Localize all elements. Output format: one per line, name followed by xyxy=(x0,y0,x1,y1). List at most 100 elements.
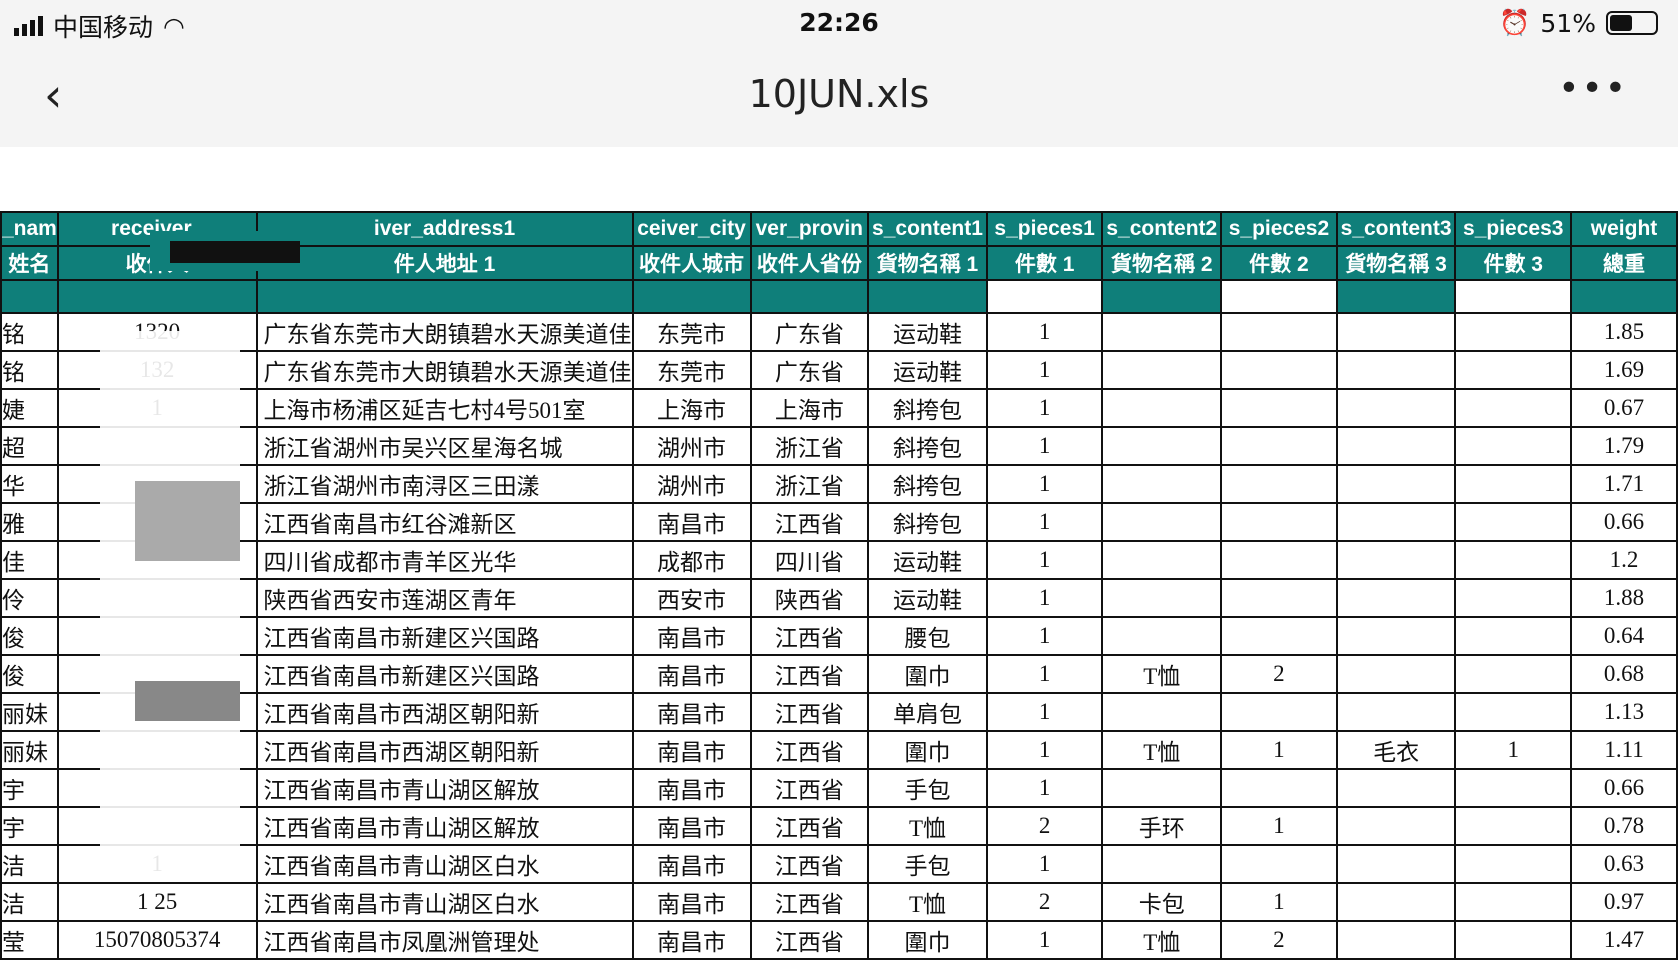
cell[interactable]: 俊 xyxy=(0,616,59,656)
cell[interactable] xyxy=(1101,464,1223,504)
cell[interactable]: 上海市杨浦区延吉七村4号501室 xyxy=(255,388,634,428)
cell[interactable]: 斜挎包 xyxy=(867,388,988,428)
cell[interactable] xyxy=(749,279,870,314)
cell[interactable]: 伶 xyxy=(0,578,59,618)
cell[interactable]: 南昌市 xyxy=(631,806,752,846)
cell[interactable]: 江西省 xyxy=(749,502,870,542)
cell[interactable]: 洁 xyxy=(0,882,59,922)
cell[interactable]: 1 xyxy=(1220,806,1338,846)
chevron-left-icon[interactable]: ‹ xyxy=(44,68,63,122)
cell[interactable]: 浙江省湖州市吴兴区星海名城 xyxy=(255,426,634,466)
cell[interactable]: 1 xyxy=(985,540,1104,580)
cell[interactable]: 0.66 xyxy=(1570,502,1678,542)
cell[interactable]: 1.47 xyxy=(1570,920,1678,960)
cell[interactable]: 手包 xyxy=(867,844,988,884)
cell[interactable] xyxy=(1220,426,1338,466)
cell[interactable]: iver_address1 xyxy=(255,211,634,247)
cell[interactable] xyxy=(1101,502,1223,542)
cell[interactable]: 四川省成都市青羊区光华 xyxy=(255,540,634,580)
cell[interactable] xyxy=(1101,768,1223,808)
cell[interactable]: 运动鞋 xyxy=(867,350,988,390)
cell[interactable] xyxy=(1335,312,1457,352)
cell[interactable]: 南昌市 xyxy=(631,768,752,808)
cell[interactable] xyxy=(1101,388,1223,428)
cell[interactable] xyxy=(1454,540,1573,580)
cell[interactable]: 收件人省份 xyxy=(749,245,870,281)
cell[interactable] xyxy=(1335,540,1457,580)
cell[interactable]: 陕西省 xyxy=(749,578,870,618)
cell[interactable]: 陕西省西安市莲湖区青年 xyxy=(255,578,634,618)
cell[interactable] xyxy=(1220,350,1338,390)
cell[interactable] xyxy=(1335,768,1457,808)
cell[interactable]: 0.68 xyxy=(1570,654,1678,694)
cell[interactable]: 2 xyxy=(985,882,1104,922)
cell[interactable]: 收件人城市 xyxy=(631,245,752,281)
cell[interactable]: 圍巾 xyxy=(867,920,988,960)
cell[interactable] xyxy=(1335,578,1457,618)
cell[interactable]: 總重 xyxy=(1570,245,1678,281)
cell[interactable] xyxy=(1220,768,1338,808)
cell[interactable]: 运动鞋 xyxy=(867,312,988,352)
cell[interactable]: 手包 xyxy=(867,768,988,808)
cell[interactable]: 东莞市 xyxy=(631,350,752,390)
cell[interactable]: 华 xyxy=(0,464,59,504)
cell[interactable]: 1 xyxy=(985,426,1104,466)
cell[interactable]: 上海市 xyxy=(749,388,870,428)
cell[interactable]: 运动鞋 xyxy=(867,578,988,618)
cell[interactable]: 1 xyxy=(1220,882,1338,922)
cell[interactable]: 西安市 xyxy=(631,578,752,618)
cell[interactable]: 姓名 xyxy=(0,245,59,281)
cell[interactable] xyxy=(1101,426,1223,466)
cell[interactable] xyxy=(1335,692,1457,732)
cell[interactable] xyxy=(1454,654,1573,694)
cell[interactable]: 毛衣 xyxy=(1335,730,1457,770)
cell[interactable]: 腰包 xyxy=(867,616,988,656)
cell[interactable]: 1 xyxy=(985,464,1104,504)
cell[interactable] xyxy=(1335,279,1457,314)
cell[interactable]: 江西省南昌市红谷滩新区 xyxy=(255,502,634,542)
cell[interactable]: 1.11 xyxy=(1570,730,1678,770)
cell[interactable]: 15070805374 xyxy=(56,920,258,960)
cell[interactable]: ceiver_city xyxy=(631,211,752,247)
cell[interactable] xyxy=(1454,578,1573,618)
cell[interactable]: 1.13 xyxy=(1570,692,1678,732)
cell[interactable]: 广东省东莞市大朗镇碧水天源美道佳 xyxy=(255,350,634,390)
cell[interactable]: _nam xyxy=(0,211,59,247)
cell[interactable] xyxy=(1335,388,1457,428)
cell[interactable]: 江西省 xyxy=(749,920,870,960)
cell[interactable] xyxy=(1220,578,1338,618)
cell[interactable]: 江西省 xyxy=(749,768,870,808)
cell[interactable]: 件數 2 xyxy=(1220,245,1338,281)
cell[interactable]: 1 xyxy=(985,502,1104,542)
cell[interactable] xyxy=(56,279,258,314)
cell[interactable] xyxy=(1454,426,1573,466)
cell[interactable]: 手环 xyxy=(1101,806,1223,846)
cell[interactable] xyxy=(1454,844,1573,884)
cell[interactable]: 江西省南昌市青山湖区白水 xyxy=(255,844,634,884)
cell[interactable]: 单肩包 xyxy=(867,692,988,732)
cell[interactable] xyxy=(1454,502,1573,542)
cell[interactable]: 丽妹 xyxy=(0,730,59,770)
cell[interactable]: 斜挎包 xyxy=(867,502,988,542)
cell[interactable]: 1.85 xyxy=(1570,312,1678,352)
cell[interactable]: 江西省 xyxy=(749,692,870,732)
cell[interactable]: 1 xyxy=(1454,730,1573,770)
cell[interactable] xyxy=(1454,768,1573,808)
cell[interactable]: 1 xyxy=(985,768,1104,808)
cell[interactable]: 江西省南昌市凤凰洲管理处 xyxy=(255,920,634,960)
cell[interactable] xyxy=(255,279,634,314)
cell[interactable]: 圍巾 xyxy=(867,654,988,694)
cell[interactable]: 上海市 xyxy=(631,388,752,428)
cell[interactable] xyxy=(1335,920,1457,960)
cell[interactable] xyxy=(1101,844,1223,884)
cell[interactable] xyxy=(1220,502,1338,542)
cell[interactable]: 1 xyxy=(985,616,1104,656)
cell[interactable]: 江西省 xyxy=(749,806,870,846)
cell[interactable]: 江西省 xyxy=(749,654,870,694)
cell[interactable]: 江西省南昌市青山湖区解放 xyxy=(255,806,634,846)
cell[interactable] xyxy=(867,279,988,314)
cell[interactable] xyxy=(985,279,1104,314)
cell[interactable]: 斜挎包 xyxy=(867,426,988,466)
cell[interactable]: 斜挎包 xyxy=(867,464,988,504)
cell[interactable] xyxy=(1454,388,1573,428)
